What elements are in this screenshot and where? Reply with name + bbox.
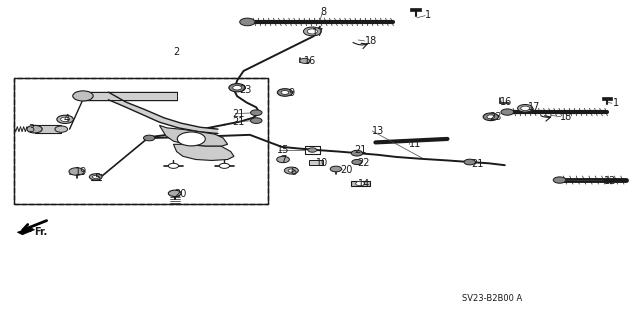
Circle shape [27, 125, 42, 133]
Text: 13: 13 [372, 126, 385, 136]
Text: 5: 5 [94, 174, 100, 183]
Circle shape [93, 175, 99, 178]
Circle shape [229, 84, 246, 92]
Text: 18: 18 [365, 36, 377, 46]
Circle shape [487, 115, 495, 119]
Circle shape [464, 159, 476, 165]
Text: Fr.: Fr. [35, 226, 47, 237]
Circle shape [177, 132, 205, 146]
Bar [14, 78, 268, 204]
Circle shape [303, 27, 321, 36]
Text: 23: 23 [240, 85, 252, 95]
Circle shape [240, 18, 255, 26]
Text: 7: 7 [280, 155, 287, 165]
Circle shape [168, 190, 181, 197]
Text: 21: 21 [354, 145, 366, 155]
Text: 21: 21 [472, 159, 484, 169]
Text: 10: 10 [316, 158, 328, 168]
Text: 4: 4 [64, 114, 70, 124]
Circle shape [352, 160, 362, 165]
Circle shape [330, 166, 342, 172]
Polygon shape [108, 92, 218, 134]
Text: 3: 3 [28, 124, 35, 135]
Circle shape [90, 174, 102, 180]
Text: 6: 6 [290, 167, 296, 177]
Circle shape [250, 118, 262, 123]
Circle shape [483, 113, 499, 121]
Circle shape [300, 58, 310, 63]
Text: 18: 18 [559, 112, 572, 122]
Text: 17: 17 [528, 102, 540, 112]
Bar [309, 160, 323, 165]
Text: 1: 1 [425, 10, 431, 20]
Circle shape [250, 110, 262, 115]
Circle shape [307, 29, 317, 34]
Text: 8: 8 [320, 7, 326, 18]
Circle shape [501, 109, 514, 115]
Circle shape [518, 105, 533, 112]
Text: 22: 22 [357, 158, 369, 168]
Text: 16: 16 [304, 56, 316, 66]
Bar [351, 181, 370, 186]
Text: 21: 21 [233, 116, 245, 127]
Text: 2: 2 [173, 47, 180, 57]
Polygon shape [83, 92, 177, 100]
Polygon shape [602, 97, 612, 100]
Text: 20: 20 [175, 189, 187, 199]
Circle shape [281, 91, 289, 94]
Text: SV23-B2B00 A: SV23-B2B00 A [462, 294, 522, 303]
Text: 9: 9 [288, 88, 294, 98]
Circle shape [521, 106, 530, 110]
Text: 20: 20 [340, 165, 353, 174]
Circle shape [276, 156, 289, 163]
Polygon shape [410, 8, 420, 11]
Text: 16: 16 [500, 97, 512, 107]
Text: 1: 1 [613, 98, 620, 108]
Text: 12: 12 [604, 176, 616, 186]
Polygon shape [159, 125, 228, 146]
Circle shape [168, 163, 179, 168]
Text: 21: 21 [233, 109, 245, 119]
Polygon shape [35, 125, 61, 133]
Circle shape [55, 126, 68, 132]
Text: 15: 15 [276, 145, 289, 155]
Text: 11: 11 [409, 139, 422, 149]
Polygon shape [17, 227, 35, 235]
Circle shape [61, 117, 70, 122]
Circle shape [69, 168, 84, 175]
Circle shape [553, 177, 566, 183]
Circle shape [143, 135, 155, 141]
Circle shape [288, 169, 294, 172]
Circle shape [351, 150, 363, 156]
Circle shape [308, 148, 317, 152]
Circle shape [284, 167, 298, 174]
Bar [14, 78, 268, 204]
Circle shape [233, 85, 242, 90]
Circle shape [57, 115, 74, 123]
Circle shape [277, 89, 292, 96]
Text: 19: 19 [75, 167, 87, 176]
Circle shape [356, 181, 365, 186]
Text: 23: 23 [490, 112, 502, 122]
Text: 14: 14 [358, 179, 371, 189]
Text: 17: 17 [312, 28, 324, 38]
Circle shape [220, 163, 230, 168]
Polygon shape [173, 144, 234, 160]
Circle shape [73, 91, 93, 101]
